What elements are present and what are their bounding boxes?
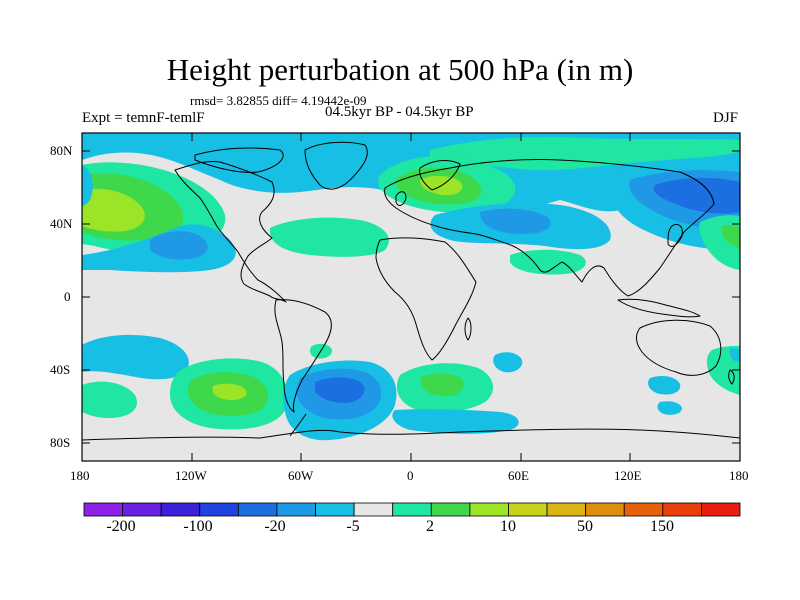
colorbar-label-minus20: -20 [264, 518, 286, 535]
pacific-blue-core [150, 231, 208, 260]
colorbar-swatch-15 [662, 502, 702, 517]
y-tick-80s: 80S [50, 435, 71, 450]
colorbar-label-10: 10 [500, 518, 516, 535]
eurasia-blue-core [480, 208, 551, 234]
x-tick-180w: 180 [70, 468, 90, 483]
southern-ocean-lightblue [392, 409, 519, 434]
y-tick-80n: 80N [50, 143, 73, 158]
colorbar-swatch-2 [160, 502, 201, 517]
y-tick-0: 0 [64, 289, 71, 304]
colorbar-swatch-6 [315, 502, 355, 517]
colorbar-swatch-13 [585, 502, 625, 517]
colorbar-swatch-10 [469, 502, 509, 517]
colorbar-swatch-8 [392, 502, 432, 517]
colorbar-swatch-1 [122, 502, 162, 517]
colorbar-label-minus100: -100 [183, 518, 213, 535]
africa-outline [375, 237, 477, 361]
south-atlantic-blue-core [315, 377, 365, 403]
colorbar-swatch-11 [508, 502, 548, 517]
south-pacific-yellow [212, 383, 247, 400]
atlantic-green [269, 217, 389, 257]
tick-marks [81, 133, 741, 461]
scandinavia-outline [419, 160, 461, 191]
x-tick-180e: 180 [729, 468, 749, 483]
season-label: DJF [713, 110, 739, 126]
new-zealand-outline [728, 369, 735, 385]
colorbar-swatch-5 [276, 502, 316, 517]
pacific-edge-blue [82, 165, 93, 206]
colorbar-swatch-12 [546, 502, 587, 517]
map-title: Height perturbation at 500 hPa (in m) [166, 52, 634, 87]
colorbar [83, 502, 741, 517]
north-pacific-yellow [82, 188, 145, 232]
australia-outline [635, 319, 722, 376]
y-tick-40n: 40N [50, 216, 73, 231]
stats-text: rmsd= 3.82855 diff= 4.19442e-09 [190, 93, 367, 108]
colorbar-swatch-16 [701, 502, 741, 517]
uk-outline [395, 191, 407, 206]
madagascar-outline [464, 317, 472, 341]
far-east-blue [729, 348, 740, 362]
colorbar-swatch-9 [430, 502, 471, 517]
north-green-band [430, 137, 740, 171]
x-tick-120e: 120E [614, 468, 642, 483]
east-pacific-green-core [722, 225, 740, 248]
x-tick-120w: 120W [175, 468, 207, 483]
south-indian-green-core [420, 373, 464, 397]
south-pacific-lightblue [82, 334, 189, 380]
colorbar-label-minus5: -5 [346, 518, 360, 535]
x-tick-0: 0 [407, 468, 414, 483]
experiment-label: Expt = temnF-temlF [82, 110, 205, 126]
canadian-arctic-outline [194, 147, 284, 173]
japan-outline [667, 223, 683, 247]
colorbar-label-50: 50 [577, 518, 593, 535]
south-australia-blue2 [657, 401, 682, 415]
coastlines [82, 141, 740, 441]
colorbar-swatch-3 [199, 502, 239, 517]
arabia-green [510, 249, 586, 275]
colorbar-swatch-0 [83, 502, 123, 517]
colorbar-label-150: 150 [650, 518, 674, 535]
eurasia-outline [384, 158, 715, 297]
field-contours [82, 133, 740, 461]
colorbar-swatch-7 [353, 502, 394, 517]
antarctic-peninsula-outline [289, 413, 307, 437]
indonesia-outline [617, 298, 701, 318]
nw-pacific-blue-core [653, 177, 740, 214]
south-america-outline [274, 299, 332, 413]
y-tick-40s: 40S [50, 362, 71, 377]
x-tick-60w: 60W [288, 468, 314, 483]
south-australia-blue [648, 376, 681, 395]
south-pacific-green [82, 381, 138, 418]
north-america-outline [174, 161, 287, 303]
antarctica-outline [82, 428, 740, 441]
colorbar-swatch-14 [623, 502, 664, 517]
colorbar-label-minus200: -200 [106, 518, 136, 535]
south-indian-lightblue [493, 352, 523, 373]
greenland-outline [304, 141, 368, 190]
x-tick-60e: 60E [508, 468, 529, 483]
colorbar-label-2: 2 [426, 518, 434, 535]
period-label: 04.5kyr BP - 04.5kyr BP [325, 104, 474, 120]
colorbar-swatch-4 [237, 502, 278, 517]
